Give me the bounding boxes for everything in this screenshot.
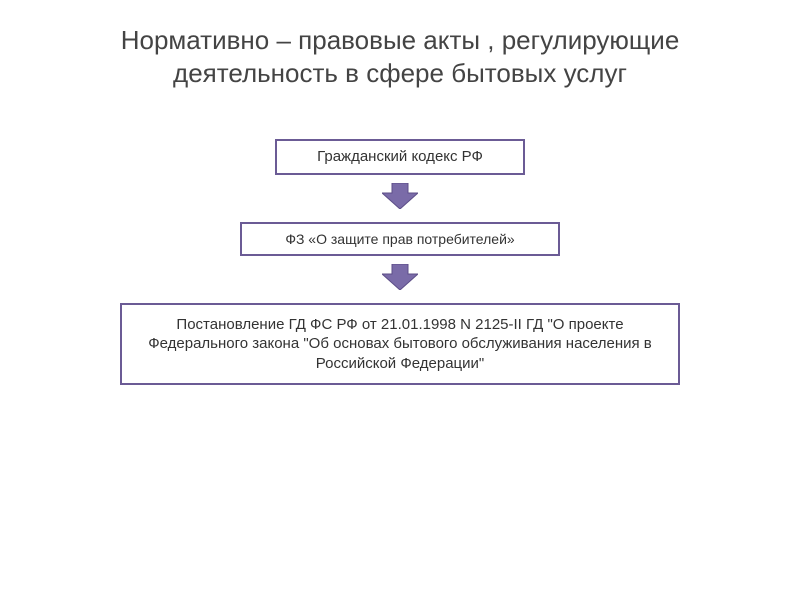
arrow-down-icon	[382, 183, 418, 214]
flow-box-civil-code: Гражданский кодекс РФ	[275, 139, 525, 175]
slide-title: Нормативно – правовые акты , регулирующи…	[40, 24, 760, 89]
flow-box-consumer-law: ФЗ «О защите прав потребителей»	[240, 222, 560, 256]
flow-box-label: ФЗ «О защите прав потребителей»	[285, 231, 514, 247]
arrow-svg	[382, 183, 418, 209]
arrow-svg	[382, 264, 418, 290]
flow-box-resolution: Постановление ГД ФС РФ от 21.01.1998 N 2…	[120, 303, 680, 386]
flow-box-label: Постановление ГД ФС РФ от 21.01.1998 N 2…	[148, 316, 652, 372]
flow-box-label: Гражданский кодекс РФ	[317, 148, 483, 165]
flowchart: Гражданский кодекс РФ ФЗ «О защите прав …	[0, 139, 800, 385]
slide: Нормативно – правовые акты , регулирующи…	[0, 0, 800, 600]
arrow-down-icon	[382, 264, 418, 295]
